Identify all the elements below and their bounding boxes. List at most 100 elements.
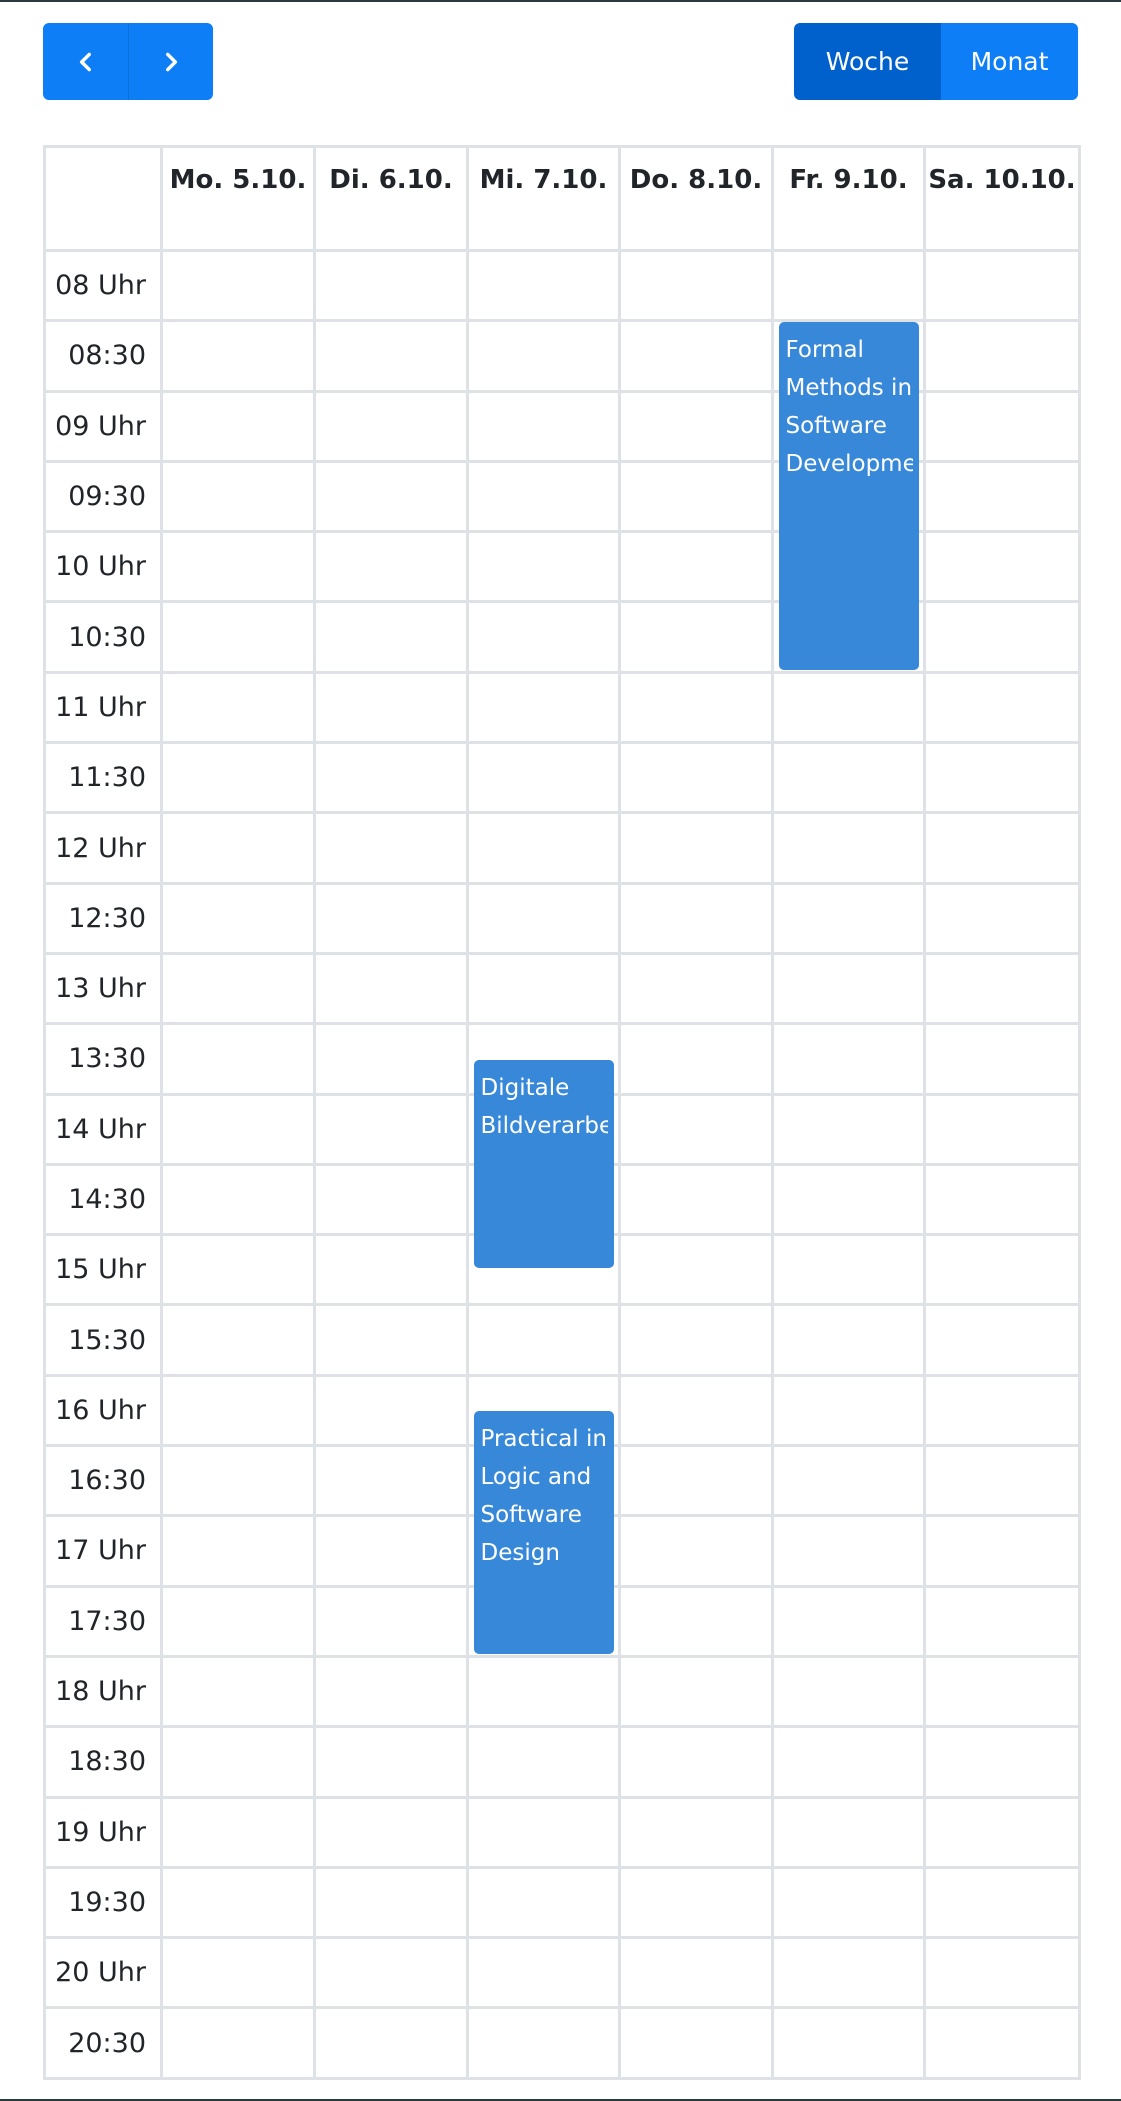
time-slot-cell[interactable] bbox=[618, 811, 774, 885]
time-slot-cell[interactable] bbox=[771, 2006, 926, 2080]
time-slot-cell[interactable] bbox=[466, 1865, 621, 1940]
calendar-event[interactable]: Practical in Logic and Software Design bbox=[473, 1411, 614, 1655]
time-slot-cell[interactable] bbox=[313, 741, 469, 815]
time-slot-cell[interactable] bbox=[923, 2006, 1081, 2080]
time-slot-cell[interactable] bbox=[160, 530, 316, 604]
time-slot-cell[interactable] bbox=[313, 1022, 469, 1096]
time-slot-cell[interactable] bbox=[618, 389, 774, 463]
calendar-event[interactable]: Digitale Bildverarbeitung bbox=[473, 1059, 614, 1268]
time-slot-cell[interactable] bbox=[313, 600, 469, 674]
time-slot-cell[interactable] bbox=[923, 1233, 1081, 1307]
time-slot-cell[interactable] bbox=[160, 2006, 316, 2080]
day-header-tuesday[interactable]: Di. 6.10. bbox=[313, 145, 469, 252]
time-slot-cell[interactable] bbox=[618, 1233, 774, 1307]
time-slot-cell[interactable] bbox=[313, 1514, 469, 1588]
time-slot-cell[interactable] bbox=[466, 951, 621, 1026]
time-slot-cell[interactable] bbox=[771, 1303, 926, 1377]
time-slot-cell[interactable] bbox=[618, 1444, 774, 1518]
time-slot-cell[interactable] bbox=[313, 1654, 469, 1729]
time-slot-cell[interactable] bbox=[313, 1162, 469, 1237]
previous-week-button[interactable] bbox=[43, 23, 128, 100]
time-slot-cell[interactable] bbox=[466, 1654, 621, 1729]
time-slot-cell[interactable] bbox=[618, 1795, 774, 1869]
time-slot-cell[interactable] bbox=[771, 1514, 926, 1588]
time-slot-cell[interactable] bbox=[313, 1936, 469, 2010]
time-slot-cell[interactable] bbox=[923, 1936, 1081, 2010]
time-slot-cell[interactable] bbox=[160, 1584, 316, 1658]
time-slot-cell[interactable] bbox=[618, 881, 774, 955]
time-slot-cell[interactable] bbox=[618, 2006, 774, 2080]
time-slot-cell[interactable] bbox=[313, 811, 469, 885]
day-header-friday[interactable]: Fr. 9.10. bbox=[771, 145, 926, 252]
time-slot-cell[interactable] bbox=[923, 600, 1081, 674]
time-slot-cell[interactable] bbox=[160, 1373, 316, 1448]
time-slot-cell[interactable] bbox=[618, 1092, 774, 1166]
time-slot-cell[interactable] bbox=[618, 1022, 774, 1096]
time-slot-cell[interactable] bbox=[771, 1233, 926, 1307]
time-slot-cell[interactable] bbox=[771, 1795, 926, 1869]
time-slot-cell[interactable] bbox=[313, 459, 469, 534]
time-slot-cell[interactable] bbox=[618, 1162, 774, 1237]
next-week-button[interactable] bbox=[128, 23, 213, 100]
time-slot-cell[interactable] bbox=[923, 1725, 1081, 1799]
time-slot-cell[interactable] bbox=[771, 1725, 926, 1799]
time-slot-cell[interactable] bbox=[923, 1865, 1081, 1940]
time-slot-cell[interactable] bbox=[313, 2006, 469, 2080]
week-view-button[interactable]: Woche bbox=[794, 23, 941, 100]
time-slot-cell[interactable] bbox=[466, 530, 621, 604]
time-slot-cell[interactable] bbox=[923, 1373, 1081, 1448]
time-slot-cell[interactable] bbox=[313, 1373, 469, 1448]
time-slot-cell[interactable] bbox=[160, 881, 316, 955]
day-header-wednesday[interactable]: Mi. 7.10. bbox=[466, 145, 621, 252]
time-slot-cell[interactable] bbox=[771, 1162, 926, 1237]
time-slot-cell[interactable] bbox=[771, 1373, 926, 1448]
time-slot-cell[interactable] bbox=[466, 1303, 621, 1377]
time-slot-cell[interactable] bbox=[771, 741, 926, 815]
time-slot-cell[interactable] bbox=[313, 389, 469, 463]
time-slot-cell[interactable] bbox=[466, 389, 621, 463]
calendar-event[interactable]: Formal Methods in Software Development bbox=[778, 321, 919, 671]
time-slot-cell[interactable] bbox=[160, 741, 316, 815]
time-slot-cell[interactable] bbox=[771, 670, 926, 745]
time-slot-cell[interactable] bbox=[160, 811, 316, 885]
time-slot-cell[interactable] bbox=[923, 319, 1081, 393]
time-slot-cell[interactable] bbox=[618, 670, 774, 745]
time-slot-cell[interactable] bbox=[923, 1303, 1081, 1377]
time-slot-cell[interactable] bbox=[618, 1936, 774, 2010]
time-slot-cell[interactable] bbox=[466, 459, 621, 534]
time-slot-cell[interactable] bbox=[923, 1162, 1081, 1237]
day-header-thursday[interactable]: Do. 8.10. bbox=[618, 145, 774, 252]
time-slot-cell[interactable] bbox=[618, 1303, 774, 1377]
time-slot-cell[interactable] bbox=[313, 1584, 469, 1658]
time-slot-cell[interactable] bbox=[313, 1092, 469, 1166]
time-slot-cell[interactable] bbox=[313, 1795, 469, 1869]
time-slot-cell[interactable] bbox=[618, 951, 774, 1026]
time-slot-cell[interactable] bbox=[313, 1444, 469, 1518]
time-slot-cell[interactable] bbox=[618, 1373, 774, 1448]
time-slot-cell[interactable] bbox=[313, 248, 469, 323]
time-slot-cell[interactable] bbox=[160, 1303, 316, 1377]
time-slot-cell[interactable] bbox=[771, 1936, 926, 2010]
time-slot-cell[interactable] bbox=[160, 1092, 316, 1166]
time-slot-cell[interactable] bbox=[313, 881, 469, 955]
time-slot-cell[interactable] bbox=[466, 248, 621, 323]
time-slot-cell[interactable] bbox=[923, 248, 1081, 323]
time-slot-cell[interactable] bbox=[923, 1092, 1081, 1166]
time-slot-cell[interactable] bbox=[466, 1795, 621, 1869]
time-slot-cell[interactable] bbox=[160, 1725, 316, 1799]
time-slot-cell[interactable] bbox=[618, 530, 774, 604]
time-slot-cell[interactable] bbox=[618, 248, 774, 323]
time-slot-cell[interactable] bbox=[771, 248, 926, 323]
time-slot-cell[interactable] bbox=[160, 459, 316, 534]
time-slot-cell[interactable] bbox=[923, 1654, 1081, 1729]
time-slot-cell[interactable] bbox=[313, 1233, 469, 1307]
time-slot-cell[interactable] bbox=[923, 670, 1081, 745]
time-slot-cell[interactable] bbox=[466, 881, 621, 955]
day-header-saturday[interactable]: Sa. 10.10. bbox=[923, 145, 1081, 252]
time-slot-cell[interactable] bbox=[618, 1865, 774, 1940]
time-slot-cell[interactable] bbox=[466, 2006, 621, 2080]
time-slot-cell[interactable] bbox=[923, 951, 1081, 1026]
time-slot-cell[interactable] bbox=[466, 1936, 621, 2010]
time-slot-cell[interactable] bbox=[923, 459, 1081, 534]
time-slot-cell[interactable] bbox=[618, 1725, 774, 1799]
